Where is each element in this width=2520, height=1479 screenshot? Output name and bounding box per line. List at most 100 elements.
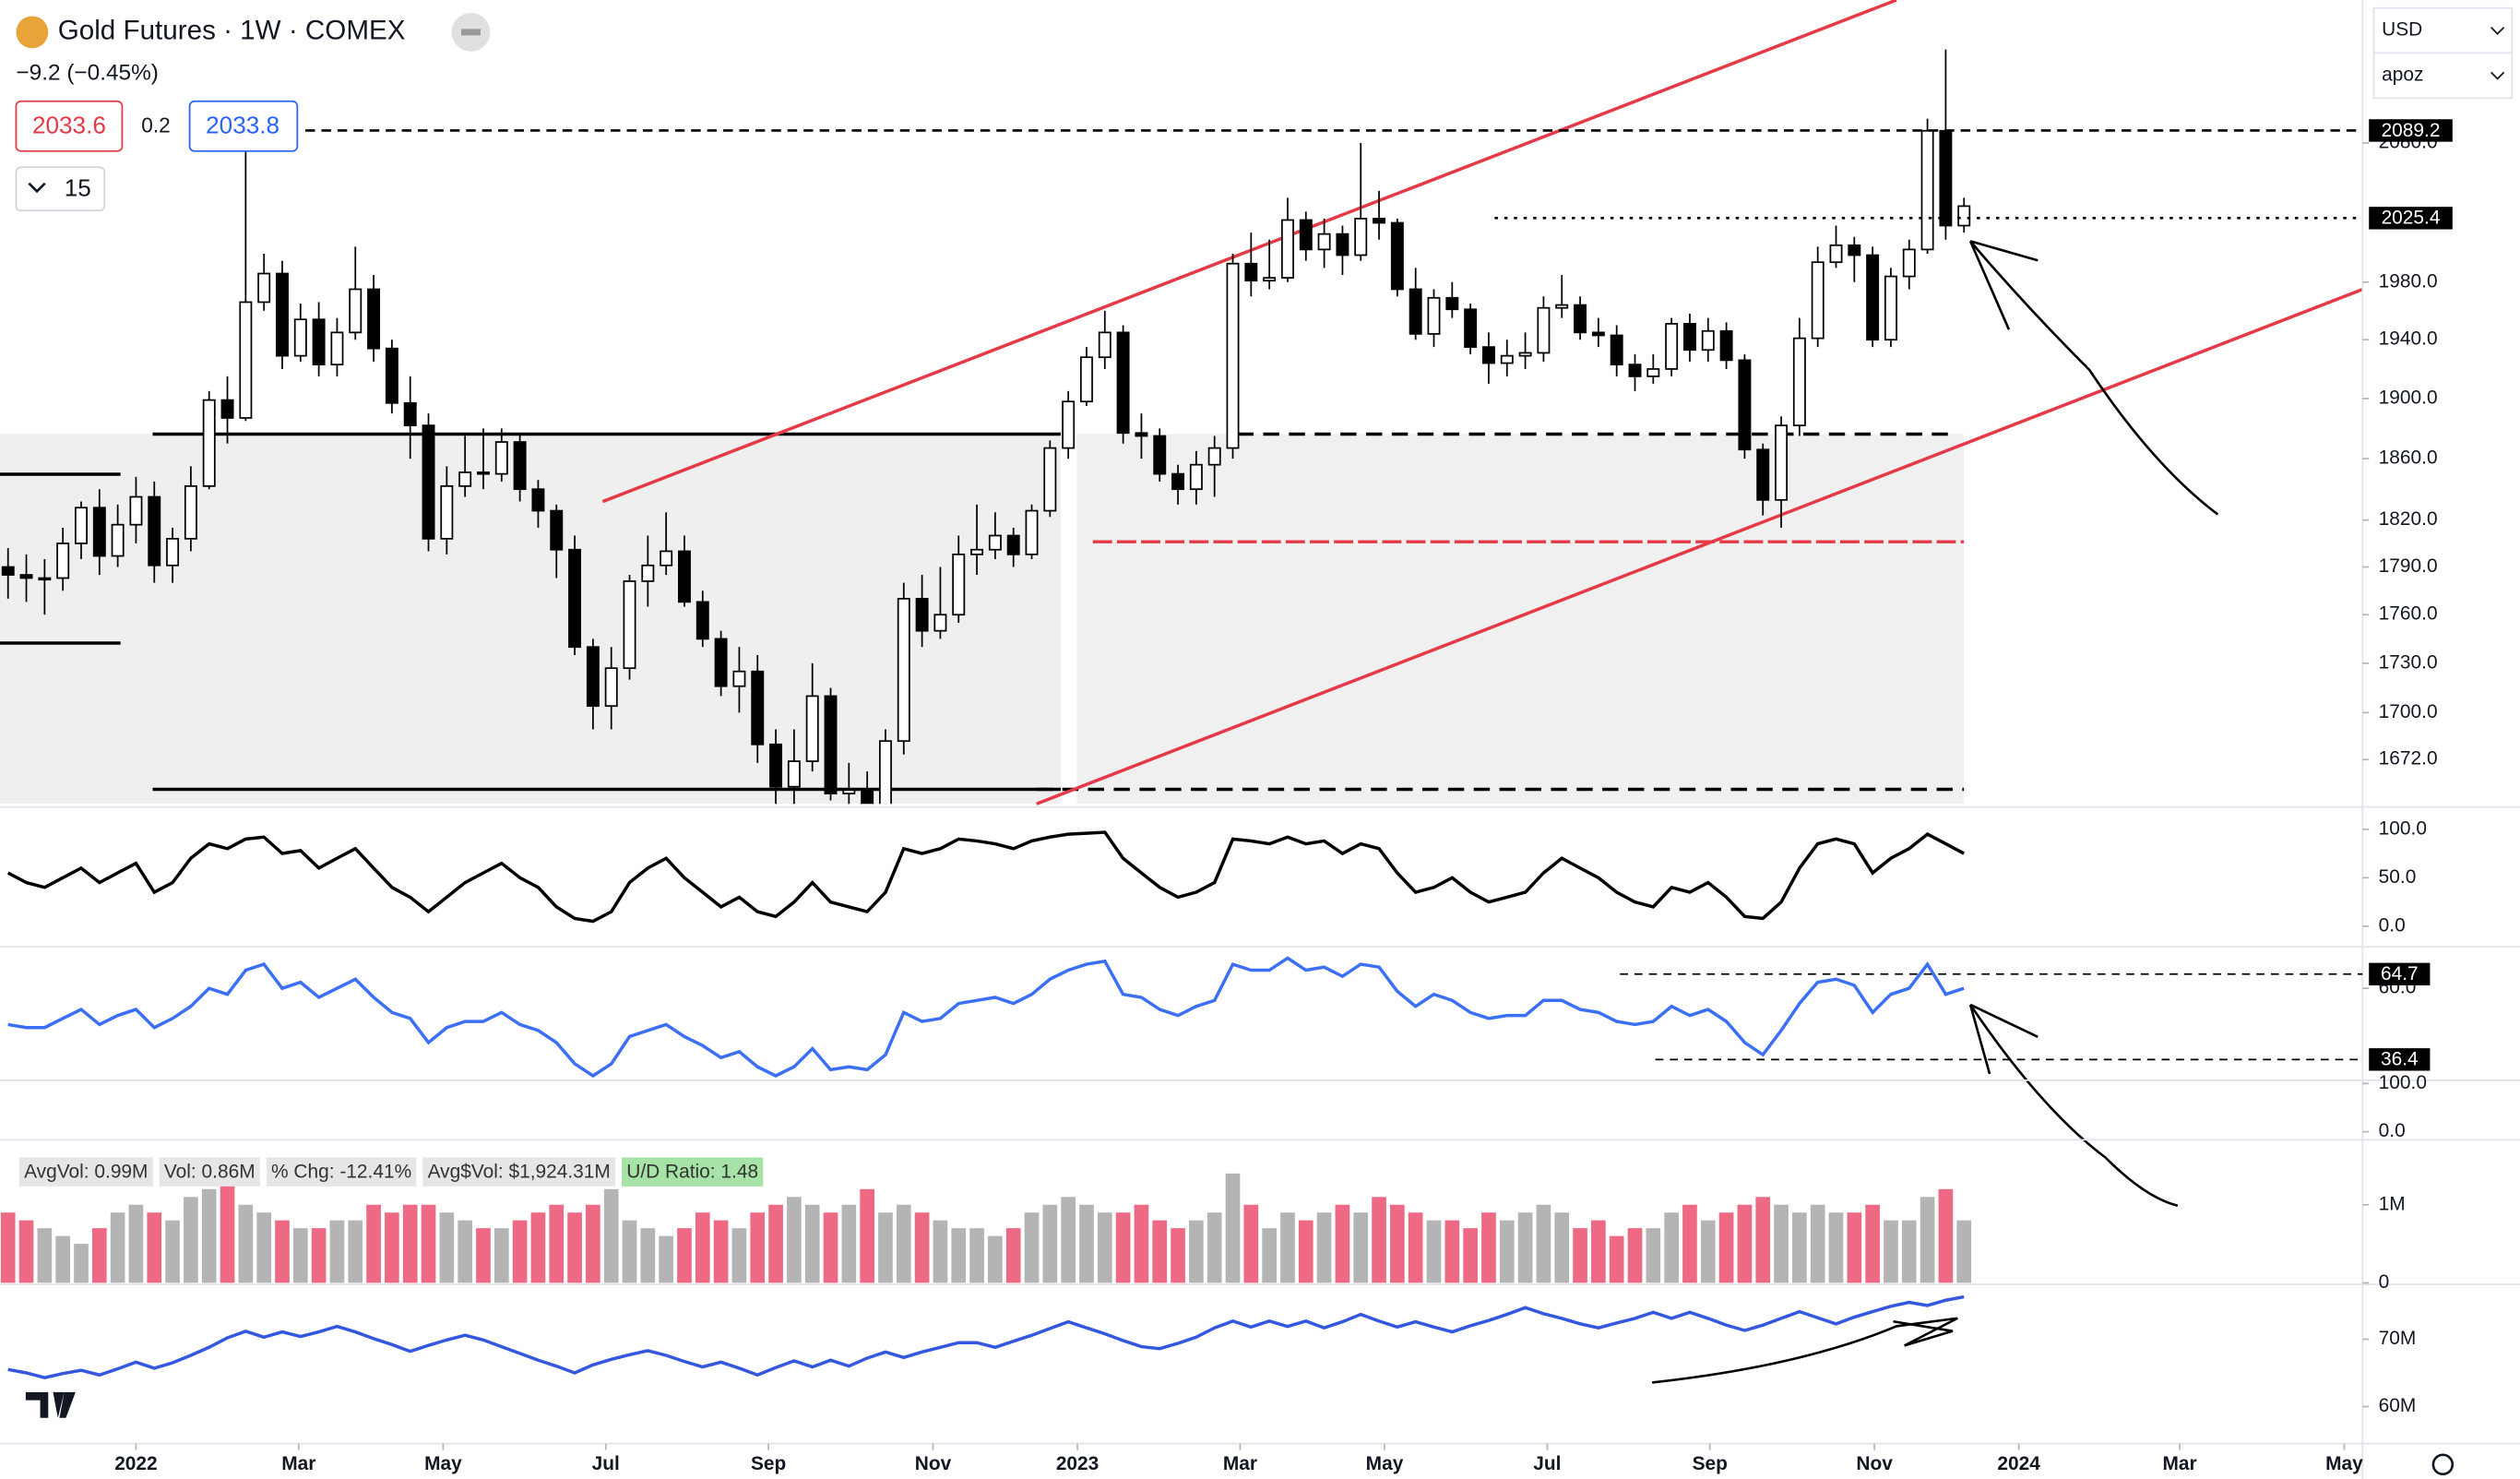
x-tick-label: Jul (1533, 1453, 1561, 1474)
candle-body (239, 301, 253, 419)
volume-bar (1682, 1204, 1697, 1283)
volume-bar (1755, 1197, 1771, 1283)
candle-body (933, 614, 947, 632)
volume-bar (1828, 1212, 1844, 1283)
candle-body (714, 638, 728, 687)
candle-body (92, 507, 106, 557)
candle-body (568, 548, 582, 649)
volume-bar (1700, 1220, 1716, 1283)
volume-bar (1225, 1173, 1241, 1283)
volume-bar (1262, 1228, 1277, 1283)
candle-body (1464, 308, 1478, 348)
volume-bar (1444, 1220, 1460, 1283)
candle-body (1500, 354, 1514, 364)
volume-bar (860, 1188, 874, 1283)
volume-bar (128, 1204, 144, 1283)
legend-header: Gold Futures · 1W · COMEX −9.2 (−0.45%) … (15, 12, 491, 212)
candle-body (1043, 447, 1057, 512)
candle-body (440, 484, 454, 540)
volume-bar (1372, 1197, 1386, 1283)
sell-button[interactable] (15, 100, 124, 152)
candle-body (1226, 262, 1240, 449)
x-tick-label: Sep (1693, 1453, 1728, 1474)
candle-body (1920, 129, 1934, 251)
stat-label: Vol: 0.86M (164, 1162, 256, 1183)
candle-body (1939, 129, 1953, 227)
candle-body (897, 598, 910, 743)
volume-bar (1079, 1204, 1094, 1283)
candle-body (732, 670, 746, 687)
candle-body (330, 331, 344, 366)
volume-bar (256, 1212, 272, 1283)
stat-box (622, 1157, 764, 1187)
volume-bar (567, 1212, 582, 1283)
volume-bar (640, 1228, 656, 1283)
stat-label: AvgVol: 0.99M (24, 1162, 148, 1183)
y-tick-label: 0.0 (2379, 914, 2406, 936)
candle-body (385, 347, 398, 404)
volume-bar (1956, 1220, 1972, 1283)
volume-bar (1536, 1204, 1551, 1283)
x-tick-label: 2023 (1056, 1453, 1099, 1474)
buy-price: 2033.8 (206, 112, 279, 139)
candle-body (660, 550, 673, 567)
volume-bar (1810, 1204, 1825, 1283)
candle-body (349, 288, 363, 334)
change: −9.2 (−0.45%) (16, 61, 158, 86)
candle-body (1866, 254, 1880, 341)
volume-bar (1920, 1197, 1935, 1283)
x-tick-label: May (424, 1453, 462, 1474)
user-select[interactable] (2372, 52, 2514, 100)
candle-body (1006, 534, 1020, 555)
volume-bar (1499, 1220, 1515, 1283)
candle-body (257, 272, 271, 304)
buy-button[interactable] (188, 100, 299, 152)
candle-body (678, 550, 691, 603)
volume-bar (1664, 1212, 1679, 1283)
volume-bar (731, 1228, 747, 1283)
indicator-line (7, 956, 1965, 1079)
settings-button[interactable] (2431, 1453, 2455, 1476)
candle-body (1719, 329, 1733, 362)
candle-body (513, 441, 527, 491)
volume-bar (1792, 1212, 1807, 1283)
x-tick-label: Mar (281, 1453, 315, 1474)
volume-bar (476, 1228, 491, 1283)
candle-body (915, 598, 929, 632)
level-badge-label: 64.7 (2381, 963, 2419, 984)
symbol-title: Gold Futures · 1W · COMEX (58, 16, 406, 46)
currency: USD (2382, 19, 2422, 41)
candle-body (1336, 233, 1349, 256)
candle-body (477, 471, 490, 475)
candle-body (166, 538, 180, 567)
y-tick-label: 1980.0 (2379, 270, 2438, 292)
candle-body (1701, 329, 1715, 352)
volume-bar (147, 1212, 162, 1283)
volume-bar (603, 1188, 619, 1283)
logo-mark (25, 1391, 76, 1418)
y-tick-label: 1860.0 (2379, 447, 2438, 469)
candle-body (1537, 306, 1551, 354)
volume-bar (1152, 1220, 1168, 1283)
level-badge (2369, 962, 2431, 985)
candle-body (1610, 334, 1623, 366)
volume-bar (1115, 1212, 1131, 1283)
volume-bar (18, 1220, 34, 1283)
candle-body (1902, 248, 1916, 278)
candle-body (988, 534, 1002, 551)
candle-body (1884, 275, 1897, 341)
x-tick-label: Nov (915, 1453, 952, 1474)
y-tick-label: 1700.0 (2379, 701, 2438, 722)
x-tick-label: Nov (1856, 1453, 1893, 1474)
candle-body (1481, 346, 1495, 364)
candle-body (604, 667, 618, 708)
candle-body (1189, 463, 1203, 491)
candle-body (586, 646, 600, 708)
candle-body (1591, 331, 1605, 337)
price-badge (2369, 119, 2453, 142)
price-plot (1, 49, 1971, 805)
candle-body (1390, 221, 1404, 291)
candle-body (458, 471, 472, 487)
collapse-button[interactable] (15, 166, 106, 212)
